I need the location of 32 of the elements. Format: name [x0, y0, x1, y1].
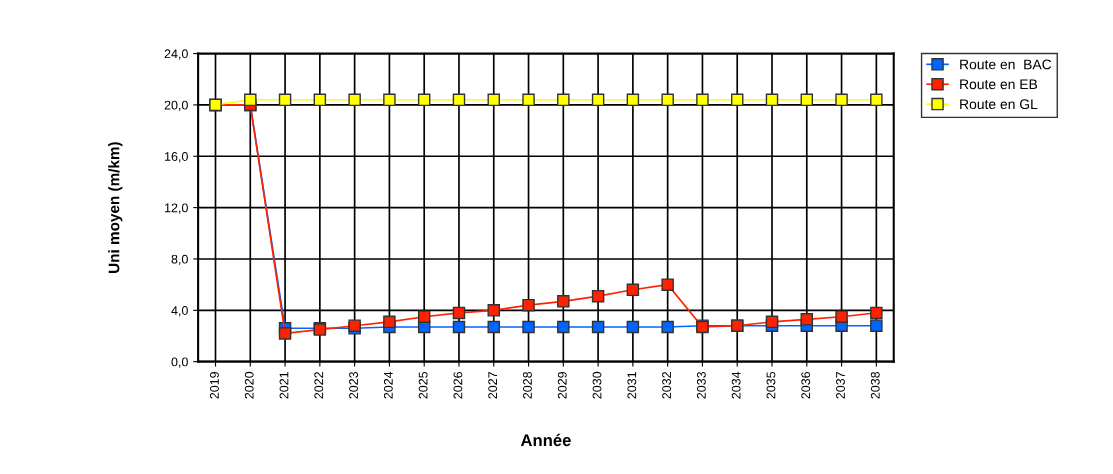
x-tick-label: 2033: [696, 371, 706, 399]
x-tick-label: 2022: [314, 372, 324, 399]
x-tick-label: 2036: [801, 371, 811, 399]
x-tick-label: 2024: [383, 371, 393, 399]
x-tick-label: 2019: [210, 371, 219, 399]
legend-label: Route en GL: [960, 99, 1038, 110]
y-tick-label: 20,0: [164, 100, 188, 112]
x-tick-label: 2026: [453, 371, 463, 399]
x-tick-label: 2023: [349, 371, 358, 399]
x-tick-label: 2020: [244, 371, 254, 399]
x-axis-title: Année: [520, 433, 571, 447]
x-tick-label: 2030: [592, 371, 602, 399]
y-axis-title: Uni moyen (m/km): [108, 142, 123, 273]
x-tick-label: 2028: [523, 371, 532, 399]
x-tick-label: 2035: [766, 371, 776, 399]
y-tick-label: 0,0: [171, 357, 188, 368]
y-tick-label: 12,0: [165, 203, 188, 214]
x-tick-label: 2027: [488, 372, 498, 399]
x-tick-label: 2034: [731, 371, 741, 399]
x-tick-label: 2032: [662, 372, 672, 399]
x-tick-label: 2037: [836, 372, 845, 399]
x-tick-label: 2025: [418, 371, 428, 399]
y-tick-label: 8,0: [171, 254, 188, 266]
x-tick-label: 2021: [279, 371, 289, 399]
legend-label: Route en EB: [960, 79, 1038, 90]
y-tick-label: 16,0: [165, 152, 188, 163]
x-tick-label: 2029: [557, 371, 567, 399]
x-tick-label: 2038: [870, 371, 880, 399]
x-tick-label: 2031: [627, 371, 637, 399]
y-tick-label: 4,0: [171, 306, 188, 317]
legend-label: Route en BAC: [960, 59, 1052, 70]
y-tick-label: 24,0: [164, 49, 188, 60]
